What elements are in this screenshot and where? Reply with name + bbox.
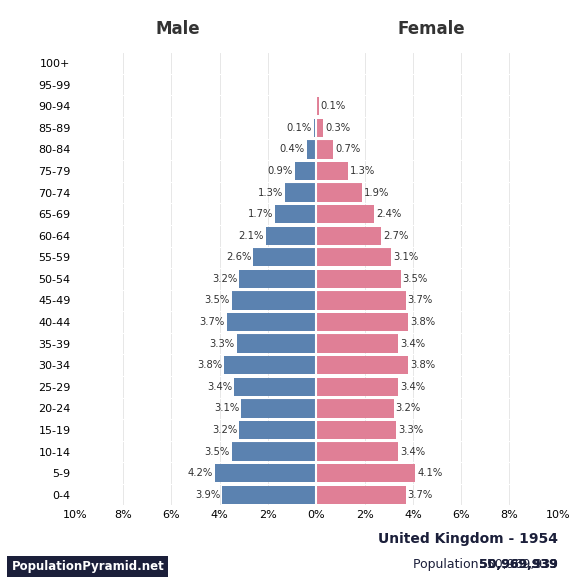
Text: 3.8%: 3.8% [197, 360, 223, 370]
Bar [316, 227, 381, 245]
Bar [316, 162, 348, 180]
Bar [234, 378, 316, 396]
Bar [316, 248, 391, 267]
Text: 0.1%: 0.1% [287, 123, 312, 133]
Text: PopulationPyramid.net: PopulationPyramid.net [12, 560, 164, 573]
Bar [316, 119, 324, 137]
Bar [316, 399, 393, 418]
Bar [222, 486, 316, 504]
Bar [254, 248, 316, 267]
Bar [227, 313, 316, 331]
Text: 3.4%: 3.4% [207, 382, 232, 392]
Bar [266, 227, 316, 245]
Bar [232, 291, 316, 310]
Bar [316, 486, 405, 504]
Bar [236, 335, 316, 353]
Text: 1.9%: 1.9% [364, 188, 389, 198]
Bar [294, 162, 316, 180]
Bar [316, 464, 415, 482]
Bar [232, 442, 316, 461]
Text: Male: Male [156, 20, 201, 38]
Bar [215, 464, 316, 482]
Text: 3.3%: 3.3% [209, 339, 235, 349]
Text: 3.5%: 3.5% [402, 274, 428, 284]
Bar [242, 399, 316, 418]
Text: 1.3%: 1.3% [350, 166, 375, 176]
Text: 0.9%: 0.9% [267, 166, 293, 176]
Bar [316, 184, 362, 202]
Bar [316, 378, 398, 396]
Bar [239, 270, 316, 288]
Text: 3.1%: 3.1% [214, 403, 239, 413]
Text: 3.4%: 3.4% [400, 447, 426, 457]
Bar [314, 119, 316, 137]
Bar [316, 97, 319, 116]
Bar [285, 184, 316, 202]
Text: 2.7%: 2.7% [384, 231, 409, 241]
Bar [275, 205, 316, 223]
Text: 0.4%: 0.4% [279, 145, 305, 155]
Text: 50,969,939: 50,969,939 [479, 558, 558, 571]
Text: 3.7%: 3.7% [200, 317, 225, 327]
Text: 3.1%: 3.1% [393, 252, 418, 262]
Text: 3.4%: 3.4% [400, 382, 426, 392]
Bar [316, 205, 374, 223]
Text: Population: 50,969,939: Population: 50,969,939 [413, 558, 558, 571]
Text: 3.8%: 3.8% [410, 317, 435, 327]
Bar [316, 313, 408, 331]
Text: Female: Female [397, 20, 465, 38]
Bar [316, 270, 401, 288]
Text: 3.2%: 3.2% [212, 425, 237, 435]
Bar [316, 291, 405, 310]
Bar [316, 335, 398, 353]
Bar [316, 140, 333, 159]
Text: 3.8%: 3.8% [410, 360, 435, 370]
Bar [316, 421, 396, 439]
Text: 1.7%: 1.7% [248, 209, 273, 219]
Text: 3.5%: 3.5% [205, 296, 230, 306]
Text: United Kingdom - 1954: United Kingdom - 1954 [378, 532, 558, 546]
Text: 1.3%: 1.3% [258, 188, 283, 198]
Text: 3.5%: 3.5% [205, 447, 230, 457]
Bar [239, 421, 316, 439]
Text: 3.2%: 3.2% [396, 403, 421, 413]
Text: 0.3%: 0.3% [325, 123, 351, 133]
Text: 2.6%: 2.6% [226, 252, 251, 262]
Text: 3.3%: 3.3% [398, 425, 423, 435]
Text: 50,969,939: 50,969,939 [479, 558, 558, 571]
Bar [316, 356, 408, 374]
Text: 2.1%: 2.1% [238, 231, 263, 241]
Text: 3.4%: 3.4% [400, 339, 426, 349]
Bar [224, 356, 316, 374]
Bar [316, 442, 398, 461]
Text: 0.1%: 0.1% [321, 101, 346, 111]
Text: 3.7%: 3.7% [408, 296, 433, 306]
Bar [306, 140, 316, 159]
Text: 4.2%: 4.2% [187, 468, 213, 478]
Text: 0.7%: 0.7% [335, 145, 361, 155]
Text: 2.4%: 2.4% [376, 209, 401, 219]
Text: 3.7%: 3.7% [408, 490, 433, 500]
Text: 3.9%: 3.9% [195, 490, 220, 500]
Text: 4.1%: 4.1% [417, 468, 442, 478]
Text: 3.2%: 3.2% [212, 274, 237, 284]
